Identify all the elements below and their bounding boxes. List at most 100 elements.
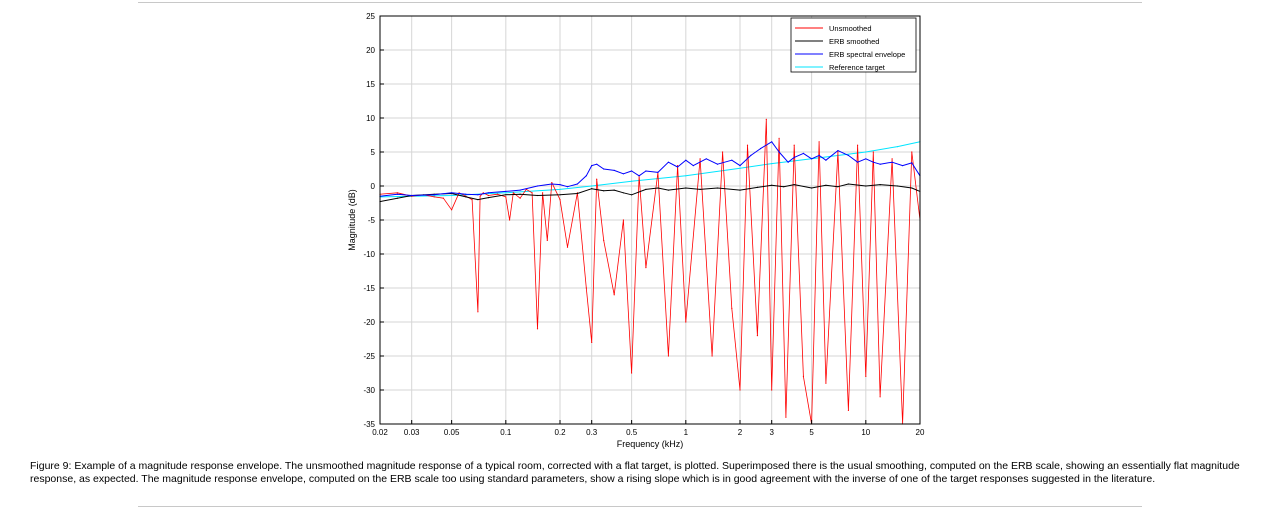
data-point [396,192,398,194]
data-point [451,194,453,197]
data-point [825,184,827,186]
series-erb-smoothed [379,183,921,203]
data-point [433,196,435,198]
data-point [879,184,881,186]
bottom-divider [138,506,1142,507]
data-point [482,192,484,194]
magnitude-response-chart: 0.02 0.03 0.05 0.1 0.2 0.3 0.5 1 2 3 5 10 20 25 20 15 10… [347,12,925,449]
data-point [685,321,687,323]
y-tick-label: 25 [366,12,375,21]
data-point [705,158,707,160]
data-point [825,159,827,161]
legend-entry: ERB smoothed [829,37,879,46]
data-point [722,151,724,153]
data-point [750,154,752,156]
data-point [731,307,733,309]
data-point [699,188,701,190]
data-point [433,194,435,196]
data-point [896,185,899,187]
data-point [911,162,913,164]
data-point [739,389,741,391]
data-point [551,182,553,184]
x-tick-label: 0.05 [444,428,460,437]
data-point [865,151,867,153]
data-point [802,375,805,377]
legend-box [790,17,917,73]
data-point [837,150,839,152]
data-point [603,168,605,170]
data-point [645,188,647,190]
data-point [559,194,561,196]
data-point [591,185,593,187]
data-point [546,239,548,241]
data-point [771,184,773,186]
data-point [591,188,593,190]
data-point [872,161,874,163]
data-point [746,144,749,146]
data-point [739,167,741,169]
data-point [479,195,481,197]
data-point [811,187,813,189]
data-point [487,192,489,194]
data-point [902,165,904,167]
x-tick-label: 0.5 [626,428,638,437]
y-tick-label: -15 [363,284,375,293]
data-point [711,355,713,357]
data-point [783,186,785,188]
data-point [477,311,479,313]
data-point [471,199,473,201]
data-point [857,161,859,163]
data-point [793,156,795,158]
data-point [505,190,507,192]
data-point [879,396,881,398]
data-point [576,183,579,185]
x-tick-label: 3 [769,428,774,437]
x-tick-label: 0.2 [554,428,566,437]
data-point [603,190,605,192]
data-point [536,328,539,330]
y-tick-label: -25 [363,352,375,361]
top-divider [138,2,1142,3]
x-axis-label: Frequency (kHz) [617,439,684,449]
series-line [379,183,921,203]
data-point [512,192,514,194]
data-point [396,193,398,195]
x-tick-label: 0.03 [404,428,420,437]
data-point [585,287,587,289]
data-point [891,158,893,160]
figure-caption: Figure 9: Example of a magnitude respons… [30,460,1240,485]
data-point [645,170,647,172]
data-point [756,335,759,337]
y-tick-label: 0 [371,182,376,191]
data-point [497,193,499,195]
axis-ticks: 0.02 0.03 0.05 0.1 0.2 0.3 0.5 1 2 3 5 10 20 25 20 15 10… [363,12,925,437]
legend-entry: ERB spectral envelope [829,50,905,59]
data-point [685,159,687,161]
y-tick-label: 10 [366,114,375,123]
data-point [411,194,413,197]
data-point [756,186,759,188]
data-point [739,165,741,167]
data-point [802,152,805,154]
data-point [865,375,867,377]
data-point [865,185,867,187]
y-tick-label: -10 [363,250,375,259]
data-point [631,180,633,182]
data-point [847,409,850,411]
data-point [487,197,489,199]
x-tick-label: 0.02 [372,428,388,437]
data-point [787,161,789,163]
data-point [872,151,874,153]
data-point [667,189,670,191]
data-point [847,154,850,156]
data-point [477,199,479,201]
data-point [667,355,670,357]
data-point [847,183,850,185]
data-point [622,173,625,175]
data-point [685,175,687,177]
data-point [531,192,533,194]
data-point [596,163,598,165]
data-point [465,193,467,195]
data-point [911,187,913,189]
data-point [631,372,633,374]
